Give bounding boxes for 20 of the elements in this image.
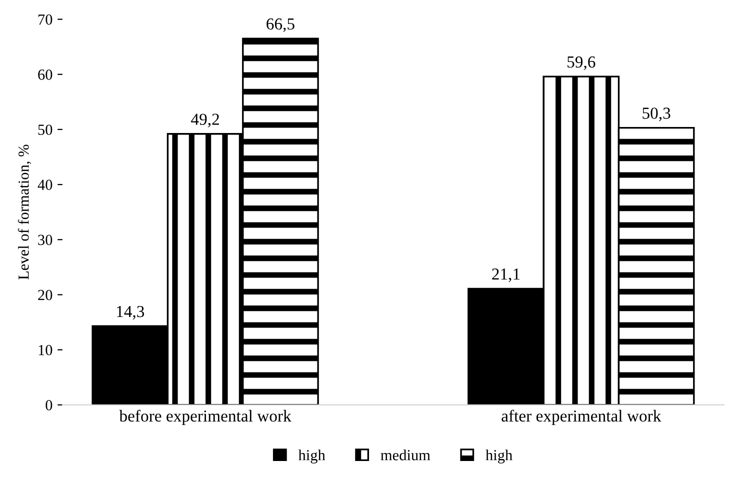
legend-label: medium <box>380 450 430 460</box>
data-label: 49,2 <box>191 114 219 128</box>
data-label: 59,6 <box>568 56 596 70</box>
x-tick-label: after experimental work <box>502 410 662 426</box>
legend-label: high <box>298 450 326 464</box>
y-tick-label: 30 <box>38 234 52 246</box>
legend-label: high <box>486 450 512 464</box>
data-label: 21,1 <box>492 268 520 282</box>
y-tick-label: 50 <box>38 124 52 135</box>
y-tick-label: 0 <box>46 400 52 410</box>
y-tick-label: 10 <box>38 344 52 356</box>
data-label: 50,3 <box>642 108 670 122</box>
x-tick-label: before experimental work <box>119 410 292 426</box>
data-label: 66,5 <box>266 18 294 32</box>
y-tick-label: 60 <box>38 70 52 80</box>
data-label: 14,3 <box>117 306 144 320</box>
y-tick-label: 20 <box>38 290 52 300</box>
y-axis-title: Level of formation, % <box>18 144 32 280</box>
y-tick-label: 70 <box>38 14 52 25</box>
y-tick-label: 40 <box>38 180 52 190</box>
